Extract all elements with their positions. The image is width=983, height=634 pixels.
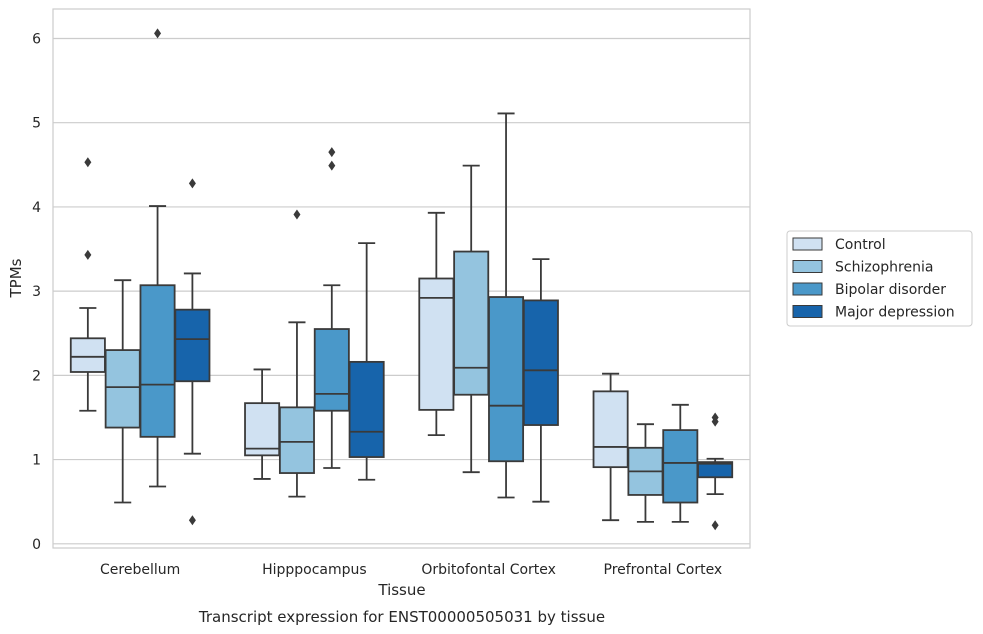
box-iqr [104, 349, 141, 429]
box-bipolar-disorder [313, 147, 350, 469]
box-iqr [697, 461, 734, 479]
legend-label: Bipolar disorder [835, 282, 946, 298]
legend-label: Major depression [835, 305, 955, 321]
box-bipolar-disorder [488, 112, 525, 499]
legend-label: Control [835, 237, 886, 253]
outlier-point [154, 28, 162, 39]
x-tick-label: Orbitofontal Cortex [421, 562, 556, 578]
x-tick-label: Hipppocampus [262, 562, 367, 578]
plot-frame [52, 8, 751, 549]
outlier-point [293, 209, 301, 220]
y-tick-label: 6 [32, 31, 41, 47]
box-control [69, 157, 106, 412]
box-iqr [139, 284, 176, 438]
y-tick-label: 4 [32, 200, 41, 216]
legend-swatch [792, 305, 823, 318]
legend-item: Major depression [792, 305, 955, 321]
box-iqr [174, 308, 211, 383]
box-major-depression [697, 412, 734, 531]
legend: Control Schizophrenia Bipolar disorder Majo… [786, 230, 973, 327]
outlier-point [328, 160, 336, 171]
y-tick-label: 2 [32, 368, 41, 384]
legend-swatch [792, 282, 823, 296]
legend-frame [786, 230, 973, 327]
box-iqr [313, 328, 350, 412]
outlier-point [84, 157, 92, 168]
box-bipolar-disorder [139, 28, 176, 488]
box-iqr [592, 390, 629, 469]
box-groups [69, 28, 734, 531]
y-tick-label: 0 [32, 537, 41, 553]
y-tick-label: 3 [32, 284, 41, 300]
legend-item: Schizophrenia [792, 260, 933, 276]
box-major-depression [174, 178, 211, 526]
chart-caption: Transcript expression for ENST0000050503… [198, 608, 605, 626]
outlier-point [711, 412, 719, 423]
box-control [244, 368, 281, 480]
legend-item: Control [792, 237, 886, 253]
x-tick-label: Cerebellum [100, 562, 180, 578]
outlier-point [711, 520, 719, 531]
box-iqr [244, 402, 281, 457]
box-major-depression [522, 258, 559, 503]
box-bipolar-disorder [662, 403, 699, 523]
box-schizophrenia [453, 164, 490, 474]
x-tick-label: Prefrontal Cortex [604, 562, 723, 578]
legend-item: Bipolar disorder [792, 282, 946, 298]
box-schizophrenia [104, 279, 141, 504]
legend-swatch [792, 260, 823, 273]
y-tick-label: 5 [32, 116, 41, 132]
box-control [418, 211, 455, 437]
box-major-depression [348, 242, 385, 481]
box-iqr [522, 299, 559, 426]
box-iqr [278, 406, 315, 474]
y-tick-labels: 0 1 2 3 4 5 6 [32, 31, 41, 552]
box-control [592, 372, 629, 522]
box-schizophrenia [627, 423, 664, 523]
y-tick-label: 1 [32, 453, 41, 469]
legend-label: Schizophrenia [835, 260, 933, 276]
box-schizophrenia [278, 209, 315, 498]
box-iqr [348, 360, 385, 458]
box-iqr [69, 337, 106, 373]
x-axis-label: Tissue [377, 581, 425, 599]
box-iqr [488, 296, 525, 463]
box-iqr [453, 250, 490, 396]
outlier-point [188, 178, 196, 189]
box-iqr [662, 429, 699, 504]
outlier-point [84, 249, 92, 260]
outlier-point [188, 515, 196, 526]
y-axis-label: TPMs [7, 258, 25, 298]
x-tick-labels: Cerebellum Hipppocampus Orbitofontal Corte… [100, 562, 722, 578]
outlier-point [328, 147, 336, 158]
legend-swatch [792, 237, 823, 251]
